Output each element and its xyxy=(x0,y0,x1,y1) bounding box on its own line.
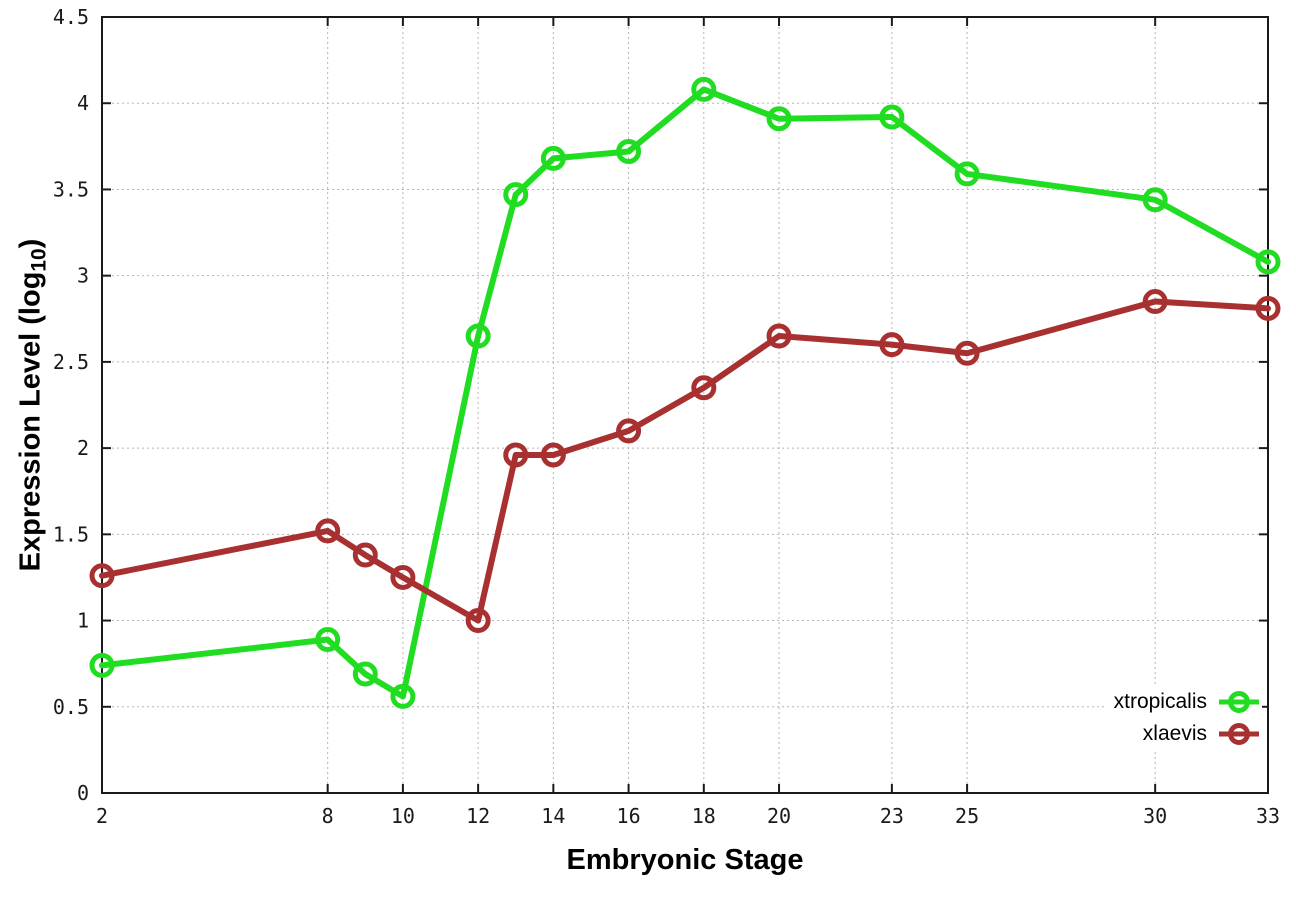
data-point-xlaevis xyxy=(540,442,566,468)
x-tick-label: 23 xyxy=(880,804,904,828)
legend-label: xlaevis xyxy=(1142,722,1207,745)
data-point-xlaevis xyxy=(691,375,717,401)
data-point-xtropicalis xyxy=(879,104,905,130)
y-tick-label: 0.5 xyxy=(53,695,89,719)
data-point-xlaevis xyxy=(390,564,416,590)
data-point-xtropicalis xyxy=(616,139,642,165)
data-point-xlaevis xyxy=(766,323,792,349)
x-tick-label: 2 xyxy=(96,804,108,828)
x-tick-label: 14 xyxy=(541,804,565,828)
y-tick-label: 1.5 xyxy=(53,522,89,546)
data-point-xlaevis xyxy=(352,542,378,568)
legend-item-xlaevis: xlaevis xyxy=(1114,719,1262,749)
line-marker-icon xyxy=(1219,691,1259,713)
y-tick-label: 3.5 xyxy=(53,177,89,201)
series-line-xlaevis xyxy=(99,298,1271,624)
data-point-xtropicalis xyxy=(540,145,566,171)
data-point-xlaevis xyxy=(1142,289,1168,315)
x-tick-label: 12 xyxy=(466,804,490,828)
x-axis-title: Embryonic Stage xyxy=(566,844,804,876)
data-point-xlaevis xyxy=(465,608,491,634)
x-tick-label: 25 xyxy=(955,804,979,828)
x-tick-label: 20 xyxy=(767,804,791,828)
y-tick-label: 3 xyxy=(77,264,89,288)
x-tick-label: 10 xyxy=(391,804,415,828)
data-point-xlaevis xyxy=(879,332,905,358)
y-tick-label: 4.5 xyxy=(53,5,89,29)
data-point-xtropicalis xyxy=(352,661,378,687)
line-marker-icon xyxy=(1219,723,1259,745)
y-tick-label: 2.5 xyxy=(53,350,89,374)
plot-border xyxy=(101,16,1269,794)
y-axis-title-close: ) xyxy=(14,238,47,249)
x-tick-label: 8 xyxy=(322,804,334,828)
y-tick-label: 0 xyxy=(77,781,89,805)
data-point-xtropicalis xyxy=(89,652,115,678)
data-point-xtropicalis xyxy=(390,683,416,709)
data-point-xtropicalis xyxy=(766,106,792,132)
data-point-xtropicalis xyxy=(1142,187,1168,213)
data-point-xtropicalis xyxy=(954,161,980,187)
data-point-xlaevis xyxy=(89,563,115,589)
y-tick-label: 4 xyxy=(77,91,89,115)
y-axis-title: Expression Level (log10) xyxy=(15,239,52,572)
data-point-xtropicalis xyxy=(691,76,717,102)
legend-item-xtropicalis: xtropicalis xyxy=(1114,687,1262,717)
x-tick-label: 18 xyxy=(692,804,716,828)
data-point-xlaevis xyxy=(616,418,642,444)
y-tick-label: 1 xyxy=(77,609,89,633)
data-point-xlaevis xyxy=(1255,295,1281,321)
data-point-xtropicalis xyxy=(503,182,529,208)
data-point-xlaevis xyxy=(315,518,341,544)
data-point-xlaevis xyxy=(503,442,529,468)
data-point-xtropicalis xyxy=(1255,249,1281,275)
legend-label: xtropicalis xyxy=(1113,690,1207,713)
x-tick-label: 33 xyxy=(1256,804,1280,828)
data-point-xlaevis xyxy=(954,340,980,366)
x-tick-label: 30 xyxy=(1143,804,1167,828)
y-tick-label: 2 xyxy=(77,436,89,460)
data-point-xtropicalis xyxy=(315,627,341,653)
x-tick-label: 16 xyxy=(617,804,641,828)
data-point-xtropicalis xyxy=(465,323,491,349)
legend: xtropicalis xlaevis xyxy=(1105,685,1262,751)
series-line-xtropicalis xyxy=(99,86,1271,700)
y-axis-title-text: Expression Level (log xyxy=(14,271,47,572)
y-axis-title-subscript: 10 xyxy=(27,248,51,272)
